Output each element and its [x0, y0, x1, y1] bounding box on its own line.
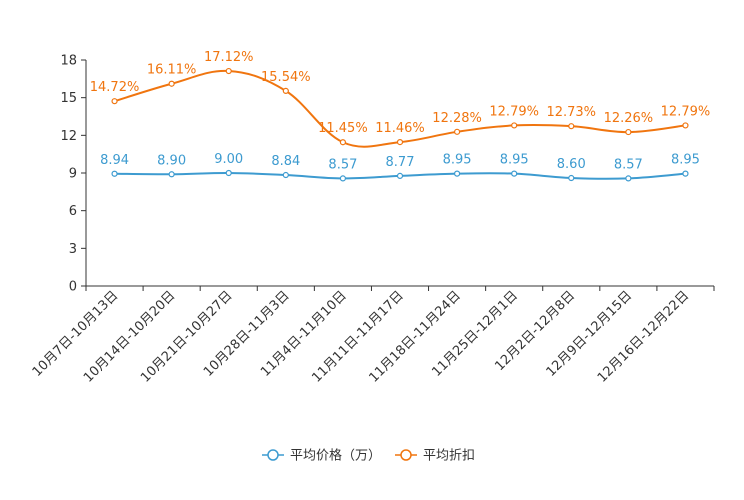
- data-label: 8.90: [157, 153, 186, 168]
- legend-label-0: 平均价格（万）: [290, 448, 381, 464]
- data-point: [168, 80, 175, 87]
- data-point: [111, 98, 118, 105]
- data-label: 16.11%: [147, 63, 197, 78]
- data-point: [282, 171, 289, 179]
- y-tick-label: 0: [69, 280, 77, 295]
- chart-series: 8.94 8.90 9.00 8.84 8.57 8.77 8.95 8.95 8.60 8.57…: [90, 50, 711, 182]
- data-point: [625, 175, 632, 182]
- y-tick-label: 12: [60, 129, 77, 144]
- data-label: 12.26%: [604, 111, 654, 126]
- data-point: [511, 170, 518, 177]
- data-label: 8.95: [443, 153, 472, 168]
- y-tick-label: 18: [60, 54, 77, 69]
- data-label: 12.79%: [661, 104, 711, 119]
- y-tick-label: 15: [60, 91, 77, 106]
- legend-label-1: 平均折扣: [423, 449, 475, 464]
- legend-marker-0: [267, 449, 279, 461]
- data-point: [111, 170, 118, 177]
- data-label: 12.73%: [546, 105, 596, 120]
- data-point: [511, 122, 518, 129]
- data-label: 17.12%: [204, 50, 254, 65]
- data-point: [396, 172, 404, 179]
- y-tick-label: 6: [69, 204, 77, 219]
- y-tick-label: 3: [69, 242, 77, 257]
- data-point: [225, 67, 232, 75]
- data-label: 14.72%: [90, 80, 140, 95]
- data-point: [625, 128, 632, 136]
- y-tick-label: 9: [69, 167, 77, 182]
- data-point: [168, 171, 175, 178]
- data-point: [339, 139, 347, 146]
- data-point: [568, 174, 575, 182]
- data-point: [453, 170, 461, 177]
- data-label: 8.57: [614, 157, 643, 172]
- data-point: [682, 170, 689, 177]
- data-label: 8.77: [386, 155, 415, 170]
- data-label: 8.60: [557, 157, 586, 172]
- data-point: [453, 128, 461, 135]
- data-label: 9.00: [214, 152, 243, 167]
- chart-legend: 平均价格（万） 平均折扣: [262, 448, 475, 464]
- data-point: [339, 175, 347, 182]
- data-point: [282, 87, 289, 94]
- data-label: 8.84: [271, 154, 300, 169]
- data-label: 12.28%: [432, 111, 482, 126]
- data-point: [568, 123, 575, 130]
- data-label: 8.94: [100, 153, 129, 168]
- data-label: 8.95: [671, 153, 700, 168]
- data-label: 8.57: [328, 157, 357, 172]
- data-label: 15.54%: [261, 70, 311, 85]
- data-label: 8.95: [500, 153, 529, 168]
- data-point: [396, 139, 404, 146]
- data-label: 11.46%: [375, 121, 425, 136]
- legend-marker-1: [400, 449, 412, 461]
- data-label: 12.79%: [489, 104, 539, 119]
- chart-axes: 036912151810月7日-10月13日10月14日-10月20日10月21…: [30, 54, 715, 386]
- data-point: [225, 169, 232, 177]
- data-label: 11.45%: [318, 121, 368, 136]
- data-point: [682, 122, 689, 129]
